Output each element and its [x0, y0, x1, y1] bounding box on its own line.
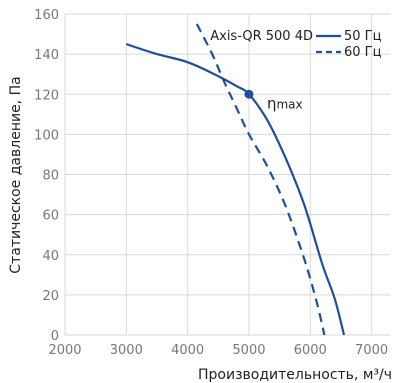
x-tick-label: 2000	[48, 343, 81, 358]
x-tick-label: 4000	[171, 343, 204, 358]
legend-model: Axis-QR 500 4D	[210, 29, 313, 44]
x-axis-label: Производительность, м³/ч	[198, 367, 392, 383]
legend-label-50hz: 50 Гц	[344, 29, 382, 44]
y-tick-label: 80	[42, 169, 59, 184]
y-tick-label: 160	[34, 8, 59, 23]
eta-subscript: max	[276, 97, 302, 111]
x-tick-label: 7000	[355, 343, 388, 358]
x-tick-label: 3000	[110, 343, 143, 358]
y-tick-label: 100	[34, 128, 59, 143]
y-tick-label: 20	[42, 289, 59, 304]
y-tick-label: 60	[42, 209, 59, 224]
eta-symbol: η	[267, 94, 277, 112]
y-axis-label: Статическое давление, Па	[8, 76, 24, 273]
y-tick-label: 40	[42, 249, 59, 264]
legend-label-60hz: 60 Гц	[344, 45, 382, 60]
y-tick-label: 140	[34, 48, 59, 63]
curves	[125, 23, 346, 336]
grid	[64, 13, 390, 336]
eta-max-label: ηmax	[267, 94, 303, 112]
x-tick-label: 5000	[232, 343, 265, 358]
y-tick-label: 120	[34, 88, 59, 103]
eta-max-point	[244, 89, 254, 99]
y-tick-labels: 0 20 40 60 80 100 120 140 160	[34, 8, 59, 344]
x-tick-label: 6000	[294, 343, 327, 358]
x-tick-labels: 2000 3000 4000 5000 6000 7000	[48, 343, 388, 358]
series-line-50hz	[125, 43, 346, 336]
legend: Axis-QR 500 4D 50 Гц 60 Гц	[210, 29, 381, 60]
series-line-60hz	[195, 23, 326, 336]
y-tick-label: 0	[51, 329, 59, 344]
